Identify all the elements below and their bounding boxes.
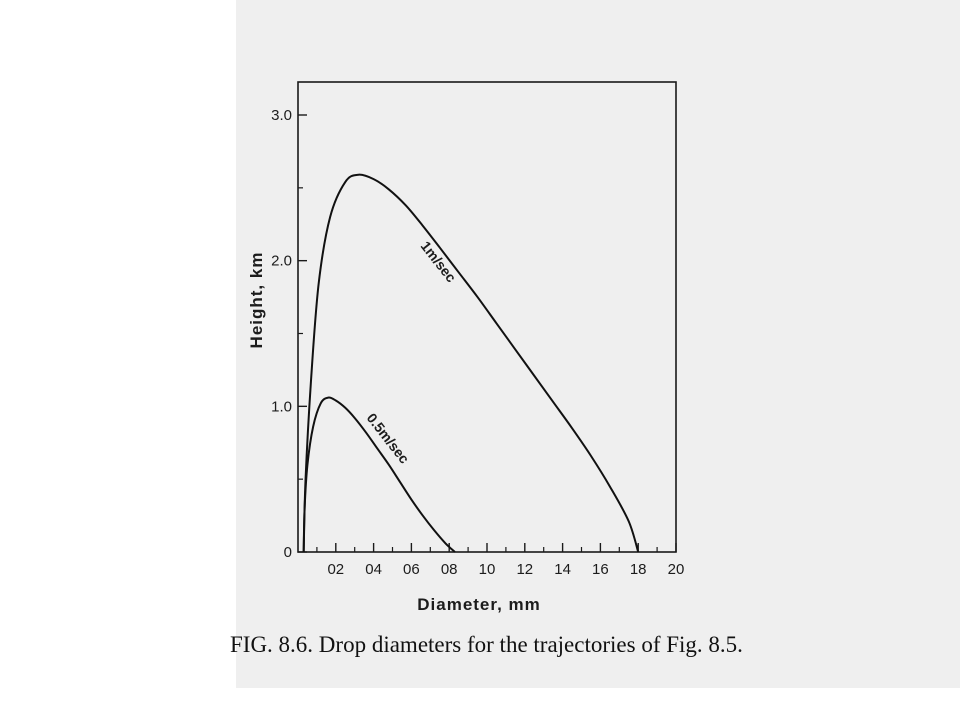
x-tick-label: 10 [479, 561, 496, 578]
x-tick-label: 14 [554, 561, 571, 578]
x-tick-label: 04 [365, 561, 382, 578]
series-line-0-5m-per-sec [302, 396, 456, 553]
x-tick-label: 20 [668, 561, 685, 578]
x-tick-label: 02 [327, 561, 344, 578]
x-tick-label: 18 [630, 561, 647, 578]
figure-caption: FIG. 8.6. Drop diameters for the traject… [230, 632, 743, 657]
y-tick-label: 0 [284, 544, 292, 561]
x-tick-label: 08 [441, 561, 458, 578]
x-tick-label: 16 [592, 561, 609, 578]
y-axis-title: Height, km [247, 252, 266, 349]
chart-ticks: 02 04 06 08 10 12 14 16 18 20 0 1.0 2.0 3.0 [271, 107, 684, 578]
y-tick-label: 1.0 [271, 398, 292, 415]
scan-fill [236, 0, 960, 688]
y-tick-label: 2.0 [271, 253, 292, 270]
series-line-1m-per-sec [302, 173, 640, 553]
y-tick-label: 3.0 [271, 107, 292, 124]
x-tick-label: 06 [403, 561, 420, 578]
x-tick-label: 12 [516, 561, 533, 578]
x-axis-title: Diameter, mm [417, 595, 541, 614]
chart-curves [302, 173, 640, 553]
